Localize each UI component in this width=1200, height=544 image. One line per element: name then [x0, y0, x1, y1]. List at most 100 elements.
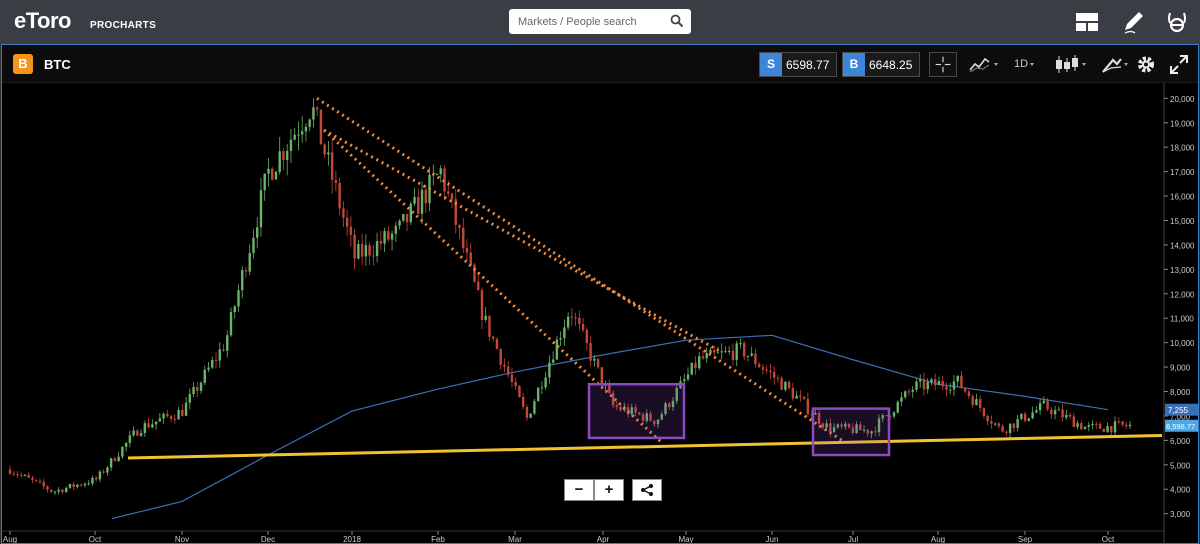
candle [229, 307, 233, 338]
pen-icon[interactable] [1121, 9, 1147, 35]
candle [237, 284, 240, 312]
candle [525, 404, 529, 421]
candle [83, 481, 87, 488]
x-tick-label: Nov [175, 535, 189, 543]
candlestick-type-icon[interactable] [1051, 52, 1091, 77]
y-tick-label: 15,000 [1170, 217, 1195, 226]
zoom-in-button[interactable]: + [594, 479, 624, 501]
candle [529, 413, 532, 419]
candle [169, 414, 173, 423]
candle [563, 319, 566, 346]
candle [544, 371, 547, 390]
candle [375, 232, 379, 263]
candle [784, 381, 787, 392]
etoro-e-icon[interactable] [1164, 9, 1190, 35]
gear-icon[interactable] [1134, 52, 1158, 77]
candle [98, 470, 102, 483]
candle [263, 173, 266, 201]
candle [514, 377, 517, 391]
last-price-text: 6,598.77 [1166, 422, 1195, 431]
sell-price-button[interactable]: S 6598.77 [759, 52, 837, 77]
candle [671, 396, 675, 411]
candle [510, 367, 514, 388]
candle [1042, 396, 1046, 405]
search-box[interactable] [509, 9, 691, 34]
candle [705, 347, 708, 364]
crosshair-icon[interactable] [929, 52, 957, 77]
layout-icon[interactable] [1074, 9, 1100, 35]
candle [870, 430, 873, 439]
y-tick-label: 13,000 [1170, 266, 1195, 275]
candle [735, 340, 738, 367]
candle [12, 470, 15, 477]
candle [1125, 421, 1128, 430]
candle [889, 415, 892, 420]
y-tick-label: 8,000 [1170, 388, 1191, 397]
candle [439, 165, 442, 183]
buy-tag: B [843, 53, 865, 76]
candle [214, 352, 218, 369]
candle [776, 374, 780, 383]
candle [293, 128, 296, 141]
candle [832, 423, 836, 433]
y-tick-label: 4,000 [1170, 486, 1191, 495]
candle [668, 401, 671, 410]
candle [1050, 407, 1053, 420]
candle [91, 475, 94, 486]
candle [1098, 421, 1102, 429]
candle [593, 355, 596, 367]
candle [694, 356, 697, 376]
candle [727, 346, 731, 355]
trend-line-major [316, 97, 843, 442]
candle [121, 446, 124, 459]
candle [578, 310, 581, 331]
candle [450, 192, 454, 209]
search-icon[interactable] [670, 14, 684, 28]
candle [57, 487, 60, 495]
candle [844, 421, 847, 430]
buy-price-button[interactable]: B 6648.25 [842, 52, 920, 77]
share-button[interactable] [632, 479, 662, 501]
search-input[interactable] [509, 9, 669, 34]
x-tick-label: Mar [508, 535, 522, 543]
candle [570, 308, 574, 326]
candle [585, 327, 589, 351]
indicators-icon[interactable] [1097, 52, 1133, 77]
candle [645, 409, 648, 424]
highlight-box-june [811, 407, 891, 457]
candle [342, 201, 345, 228]
x-tick-label: Oct [1102, 535, 1115, 543]
candle [162, 412, 165, 425]
candle [53, 490, 57, 495]
candle [35, 479, 38, 483]
trend-line-upper [323, 128, 723, 354]
candle [1076, 420, 1079, 430]
x-tick-label: Jun [766, 535, 779, 543]
chevron-down-icon[interactable] [1028, 52, 1040, 77]
candle [638, 411, 641, 416]
y-axis: 20,000 19,000 18,000 17,000 16,000 15,000 14,0… [1163, 83, 1198, 543]
expand-icon[interactable] [1168, 52, 1190, 77]
candle [1068, 412, 1072, 420]
candle [323, 143, 326, 158]
candle [413, 187, 416, 207]
candle [911, 386, 914, 398]
zoom-out-button[interactable]: − [564, 479, 594, 501]
candle [566, 312, 570, 331]
candle [106, 465, 109, 476]
candle [750, 346, 753, 357]
price-chart[interactable]: 20,000 19,000 18,000 17,000 16,000 15,000 14,0… [2, 83, 1198, 543]
candle [495, 337, 499, 350]
y-tick-label: 16,000 [1170, 193, 1195, 202]
candle [443, 165, 446, 201]
x-tick-label: Aug [931, 535, 945, 543]
timeframe-selector[interactable]: 1D [1014, 58, 1029, 70]
buy-price: 6648.25 [869, 58, 913, 72]
candle [982, 407, 986, 419]
instrument-symbol[interactable]: BTC [44, 57, 71, 72]
etoro-logo[interactable]: eToro [14, 8, 71, 33]
candle [806, 392, 810, 418]
compare-icon[interactable] [965, 52, 1003, 77]
candle [192, 381, 195, 397]
candle [233, 304, 236, 319]
